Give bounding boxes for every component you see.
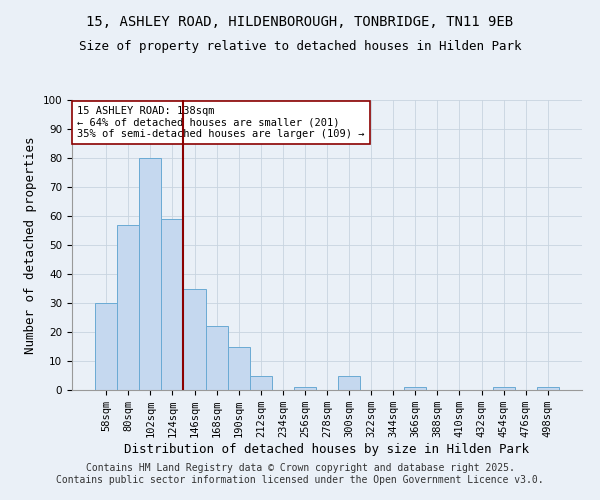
Y-axis label: Number of detached properties: Number of detached properties [24, 136, 37, 354]
Text: Contains HM Land Registry data © Crown copyright and database right 2025.
Contai: Contains HM Land Registry data © Crown c… [56, 464, 544, 485]
X-axis label: Distribution of detached houses by size in Hilden Park: Distribution of detached houses by size … [125, 443, 530, 456]
Bar [294, 387, 316, 390]
Bar [338, 376, 360, 390]
Bar [117, 224, 139, 390]
Bar [227, 346, 250, 390]
Bar [537, 387, 559, 390]
Bar [161, 219, 184, 390]
Bar [493, 387, 515, 390]
Bar [139, 158, 161, 390]
Bar [250, 376, 272, 390]
Bar [206, 326, 227, 390]
Bar [184, 288, 206, 390]
Text: 15, ASHLEY ROAD, HILDENBOROUGH, TONBRIDGE, TN11 9EB: 15, ASHLEY ROAD, HILDENBOROUGH, TONBRIDG… [86, 15, 514, 29]
Text: 15 ASHLEY ROAD: 138sqm
← 64% of detached houses are smaller (201)
35% of semi-de: 15 ASHLEY ROAD: 138sqm ← 64% of detached… [77, 106, 365, 139]
Text: Size of property relative to detached houses in Hilden Park: Size of property relative to detached ho… [79, 40, 521, 53]
Bar [95, 303, 117, 390]
Bar [404, 387, 427, 390]
